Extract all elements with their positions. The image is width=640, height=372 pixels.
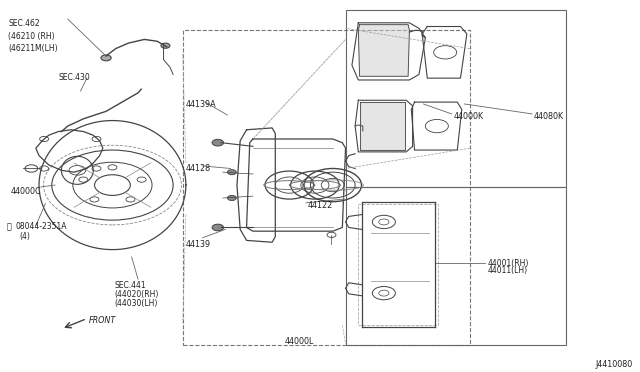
Text: 44001(RH): 44001(RH) [487, 259, 529, 268]
Text: 44000L: 44000L [285, 337, 314, 346]
Bar [346, 10, 566, 187]
Circle shape [101, 55, 111, 61]
Text: (4): (4) [20, 232, 31, 241]
Text: Ⓑ: Ⓑ [6, 222, 11, 231]
Text: 44139A: 44139A [185, 100, 216, 109]
Polygon shape [358, 25, 410, 76]
Text: (46210 (RH): (46210 (RH) [8, 32, 55, 41]
Text: 44128: 44128 [185, 164, 211, 173]
Bar [346, 187, 566, 346]
Circle shape [161, 43, 170, 48]
Circle shape [212, 224, 223, 231]
Text: 08044-2351A: 08044-2351A [15, 222, 67, 231]
Circle shape [227, 195, 236, 201]
Circle shape [212, 140, 223, 146]
Text: 44000K: 44000K [454, 112, 484, 121]
Text: 44080K: 44080K [534, 112, 564, 121]
Text: SEC.430: SEC.430 [58, 73, 90, 81]
Text: (44030(LH): (44030(LH) [115, 299, 157, 308]
Text: 44011(LH): 44011(LH) [487, 266, 527, 275]
Text: SEC.441: SEC.441 [115, 281, 146, 290]
Text: 44139: 44139 [185, 240, 211, 248]
Bar [358, 203, 438, 325]
Circle shape [227, 170, 236, 175]
Text: 44122: 44122 [307, 201, 332, 209]
Text: SEC.462: SEC.462 [8, 19, 40, 28]
Text: J4410080: J4410080 [596, 360, 633, 369]
Text: (44020(RH): (44020(RH) [115, 290, 159, 299]
Bar [182, 30, 470, 346]
Text: FRONT: FRONT [89, 316, 116, 325]
Text: 44000C: 44000C [10, 187, 41, 196]
Text: (46211M(LH): (46211M(LH) [8, 44, 58, 53]
Polygon shape [360, 102, 405, 150]
